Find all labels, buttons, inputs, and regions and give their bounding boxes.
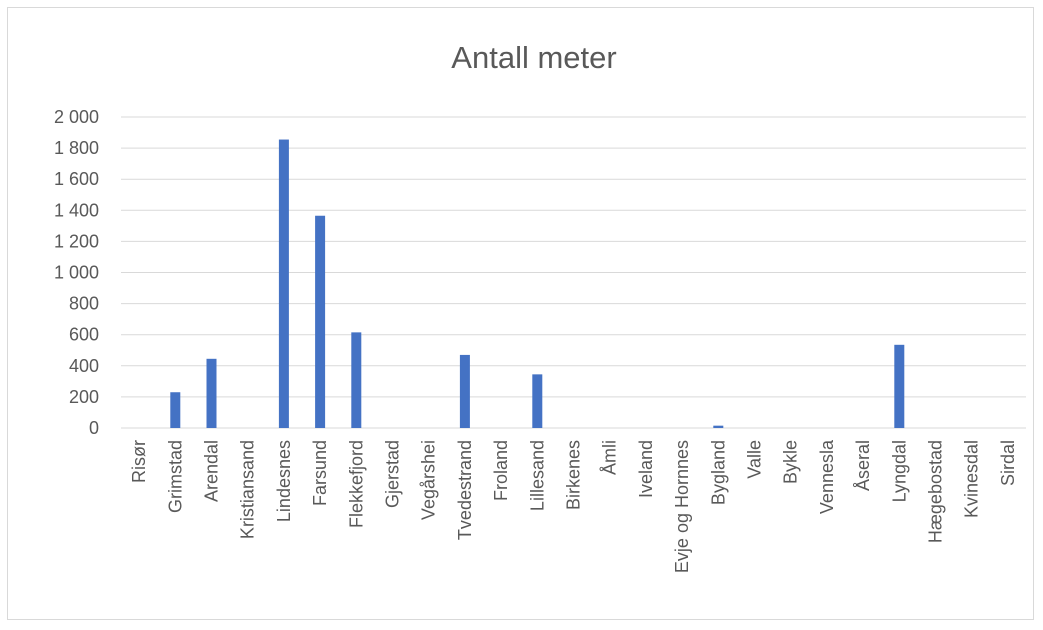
x-tick-label: Birkenes <box>564 440 584 510</box>
y-tick-label: 1 000 <box>54 263 99 283</box>
bar <box>351 332 362 428</box>
y-tick-label: 2 000 <box>54 107 99 127</box>
y-tick-label: 600 <box>69 325 99 345</box>
x-tick-label: Evje og Hornnes <box>672 440 692 573</box>
x-tick-label: Arendal <box>202 440 222 502</box>
x-tick-label: Vegårshei <box>419 440 439 520</box>
x-tick-label: Gjerstad <box>383 440 403 508</box>
x-tick-label: Lillesand <box>527 440 547 511</box>
chart-title: Antall meter <box>451 40 616 75</box>
x-tick-label: Bykle <box>781 440 801 484</box>
x-tick-label: Kvinesdal <box>962 440 982 518</box>
x-tick-label: Lyngdal <box>889 440 909 502</box>
x-tick-label: Lindesnes <box>274 440 294 522</box>
x-tick-label: Vennesla <box>817 439 837 514</box>
y-tick-label: 1 200 <box>54 231 99 251</box>
x-tick-label: Risør <box>129 440 149 483</box>
y-tick-label: 400 <box>69 356 99 376</box>
x-tick-label: Valle <box>745 440 765 479</box>
bar <box>315 215 326 428</box>
y-axis-ticks: 0 200 400 600 800 1 000 1 200 1 400 1 600 1 800 2 … <box>54 107 99 438</box>
x-tick-label: Åseral <box>853 440 873 491</box>
x-tick-label: Åmli <box>600 440 620 475</box>
x-tick-label: Froland <box>491 440 511 501</box>
y-tick-label: 1 800 <box>54 138 99 158</box>
x-tick-label: Iveland <box>636 440 656 498</box>
bar <box>170 392 181 428</box>
bar <box>206 358 217 428</box>
bar-chart: Antall meter 0 200 400 600 800 1 000 1 200 1 40… <box>54 40 1026 573</box>
y-tick-label: 1 400 <box>54 200 99 220</box>
y-tick-label: 800 <box>69 294 99 314</box>
bar <box>278 139 289 429</box>
chart-frame: Antall meter 0 200 400 600 800 1 000 1 200 1 40… <box>7 7 1034 620</box>
x-tick-label: Farsund <box>310 440 330 506</box>
x-tick-label: Sirdal <box>998 440 1018 486</box>
bar <box>713 425 724 428</box>
bars <box>170 139 905 429</box>
y-tick-label: 200 <box>69 387 99 407</box>
x-tick-label: Grimstad <box>165 440 185 513</box>
bar <box>532 374 543 428</box>
y-tick-label: 0 <box>89 418 99 438</box>
gridlines <box>121 116 1026 429</box>
x-tick-label: Hægebostad <box>926 440 946 543</box>
x-tick-label: Tvedestrand <box>455 440 475 540</box>
y-tick-label: 1 600 <box>54 169 99 189</box>
bar <box>459 354 470 428</box>
x-tick-label: Kristiansand <box>238 440 258 539</box>
x-axis-ticks: Risør Grimstad Arendal Kristiansand Lindesne… <box>129 439 1018 573</box>
x-tick-label: Bygland <box>708 440 728 505</box>
bar <box>894 344 905 428</box>
x-tick-label: Flekkefjord <box>346 440 366 528</box>
